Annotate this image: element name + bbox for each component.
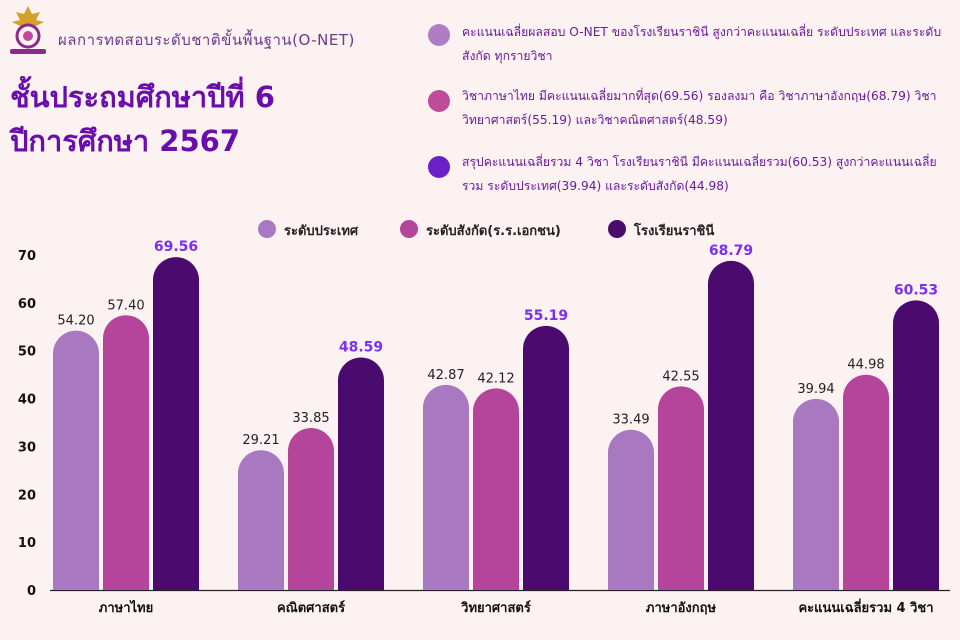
legend-label: ระดับประเทศ (284, 224, 359, 239)
legend-swatch (608, 220, 626, 238)
x-category-label: ภาษาไทย (99, 599, 153, 616)
bar (103, 315, 149, 590)
bullet-dot-icon (428, 90, 450, 112)
bar (473, 388, 519, 590)
legend-label: โรงเรียนราชินี (634, 224, 715, 239)
data-label: 69.56 (154, 240, 198, 255)
bar (658, 386, 704, 590)
y-tick-label: 30 (18, 440, 36, 455)
legend-swatch (400, 220, 418, 238)
data-label: 55.19 (524, 308, 568, 324)
bar (288, 428, 334, 590)
bar (238, 450, 284, 590)
legend-swatch (258, 220, 276, 238)
bar (53, 330, 99, 590)
data-label: 60.53 (894, 282, 938, 298)
y-tick-label: 10 (18, 536, 36, 551)
x-category-label: วิทยาศาสตร์ (460, 600, 530, 616)
page-title-line-1: ชั้นประถมศึกษาปีที่ 6 (10, 80, 275, 114)
bar (153, 257, 199, 590)
data-label: 57.40 (107, 298, 144, 313)
school-logo-icon (10, 6, 46, 54)
data-label: 48.59 (339, 339, 383, 355)
bar (608, 429, 654, 590)
bar (893, 300, 939, 590)
data-label: 42.55 (662, 369, 699, 384)
data-label: 33.85 (292, 411, 329, 426)
chart-legend: ระดับประเทศ ระดับสังกัด(ร.ร.เอกชน) โรงเร… (0, 218, 960, 242)
y-tick-label: 0 (27, 584, 36, 599)
x-category-label: คณิตศาสตร์ (277, 600, 345, 616)
y-tick-label: 70 (18, 249, 36, 264)
data-label: 39.94 (797, 382, 834, 397)
data-label: 29.21 (242, 433, 279, 448)
bar (423, 384, 469, 590)
data-label: 33.49 (612, 413, 649, 428)
y-tick-label: 50 (18, 345, 36, 360)
bar (843, 374, 889, 590)
x-category-label: ภาษาอังกฤษ (646, 601, 717, 616)
data-label: 42.12 (477, 371, 514, 386)
bar (523, 325, 569, 590)
bullet-dot-icon (428, 156, 450, 178)
bar-chart: 0 10 20 30 40 50 60 70 54.20 57.40 69.56 ภาษาไทย 29.… (18, 240, 950, 616)
bar (708, 260, 754, 590)
bar (793, 398, 839, 590)
data-label: 68.79 (709, 243, 753, 259)
x-category-label: คะแนนเฉลี่ยรวม 4 วิชา (798, 598, 933, 616)
page-subtitle: ผลการทดสอบระดับชาติขั้นพื้นฐาน(O-NET) (58, 31, 355, 49)
y-tick-label: 60 (18, 297, 36, 312)
data-label: 54.20 (57, 314, 94, 329)
bar (338, 357, 384, 590)
page-title-line-2: ปีการศึกษา 2567 (10, 124, 241, 158)
y-tick-label: 40 (18, 393, 36, 408)
bullet-dot-icon (428, 24, 450, 46)
summary-note-text: สรุปคะแนนเฉลี่ยรวม 4 วิชา โรงเรียนราชินี… (462, 155, 937, 193)
summary-note-text: คะแนนเฉลี่ยผลสอบ O-NET ของโรงเรียนราชินี… (462, 25, 942, 63)
data-label: 44.98 (847, 358, 884, 373)
legend-label: ระดับสังกัด(ร.ร.เอกชน) (426, 224, 561, 239)
summary-note-text: วิชาภาษาไทย มีคะแนนเฉลี่ยมากที่สุด(69.56… (462, 89, 937, 127)
y-tick-label: 20 (18, 488, 36, 503)
data-label: 42.87 (427, 368, 464, 383)
